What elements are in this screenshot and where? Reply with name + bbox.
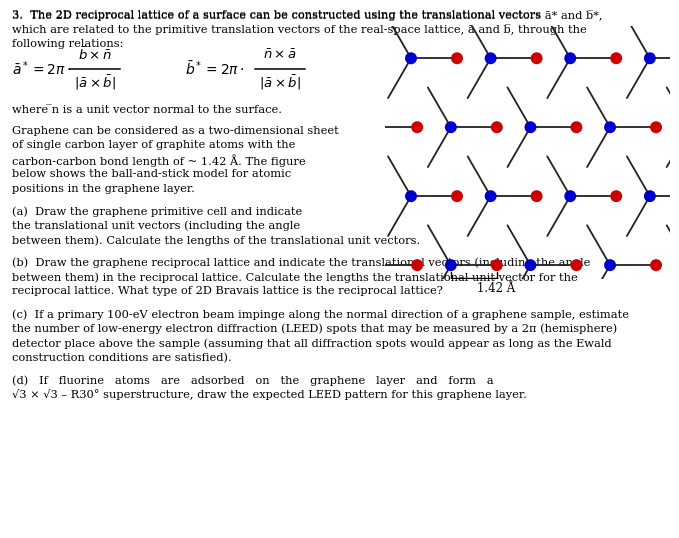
- Text: (b)  Draw the graphene reciprocal lattice and indicate the translational vectors: (b) Draw the graphene reciprocal lattice…: [12, 258, 590, 268]
- Text: reciprocal lattice. What type of 2D Bravais lattice is the reciprocal lattice?: reciprocal lattice. What type of 2D Brav…: [12, 287, 443, 296]
- Text: the number of low-energy electron diffraction (LEED) spots that may be measured : the number of low-energy electron diffra…: [12, 323, 617, 334]
- Circle shape: [644, 52, 656, 64]
- Text: detector place above the sample (assuming that all diffraction spots would appea: detector place above the sample (assumin…: [12, 338, 612, 349]
- Circle shape: [524, 259, 536, 271]
- Text: (a)  Draw the graphene primitive cell and indicate: (a) Draw the graphene primitive cell and…: [12, 206, 302, 217]
- Text: $\bar{b}\times\bar{n}$: $\bar{b}\times\bar{n}$: [78, 47, 112, 63]
- Circle shape: [445, 121, 457, 133]
- Text: Graphene can be considered as a two-dimensional sheet: Graphene can be considered as a two-dime…: [12, 125, 339, 136]
- Text: the translational unit vectors (including the angle: the translational unit vectors (includin…: [12, 221, 300, 231]
- Circle shape: [610, 190, 622, 202]
- Circle shape: [445, 259, 457, 271]
- Circle shape: [530, 190, 543, 202]
- Circle shape: [570, 259, 583, 271]
- Text: below shows the ball-and-stick model for atomic: below shows the ball-and-stick model for…: [12, 169, 291, 179]
- Circle shape: [604, 259, 616, 271]
- Text: construction conditions are satisfied).: construction conditions are satisfied).: [12, 352, 232, 363]
- Circle shape: [564, 190, 576, 202]
- Circle shape: [451, 190, 463, 202]
- Text: which are related to the primitive translation vectors of the real-space lattice: which are related to the primitive trans…: [12, 25, 587, 35]
- Circle shape: [644, 190, 656, 202]
- Circle shape: [530, 52, 543, 64]
- Circle shape: [564, 52, 576, 64]
- Circle shape: [570, 121, 583, 133]
- Circle shape: [405, 52, 417, 64]
- Circle shape: [451, 52, 463, 64]
- Text: √3 × √3 – R30° superstructure, draw the expected LEED pattern for this graphene : √3 × √3 – R30° superstructure, draw the …: [12, 390, 527, 400]
- Text: positions in the graphene layer.: positions in the graphene layer.: [12, 183, 195, 194]
- Text: (c)  If a primary 100-eV electron beam impinge along the normal direction of a g: (c) If a primary 100-eV electron beam im…: [12, 309, 629, 320]
- Circle shape: [610, 52, 622, 64]
- Text: 1.42 Å: 1.42 Å: [477, 282, 516, 295]
- Circle shape: [604, 121, 616, 133]
- Text: $|\bar{a}\times\bar{b}|$: $|\bar{a}\times\bar{b}|$: [259, 74, 301, 93]
- Circle shape: [405, 190, 417, 202]
- Circle shape: [491, 121, 502, 133]
- Text: $|\bar{a}\times\bar{b}|$: $|\bar{a}\times\bar{b}|$: [74, 74, 116, 93]
- Text: following relations:: following relations:: [12, 39, 124, 49]
- Text: 3.  The 2D reciprocal lattice of a surface can be constructed using the translat: 3. The 2D reciprocal lattice of a surfac…: [12, 10, 602, 21]
- Text: 3.  The 2D reciprocal lattice of a surface can be constructed using the translat: 3. The 2D reciprocal lattice of a surfac…: [12, 10, 545, 20]
- Text: $\bar{a}^* = 2\pi\cdot$: $\bar{a}^* = 2\pi\cdot$: [12, 60, 71, 79]
- Text: $\bar{b}^* = 2\pi\cdot$: $\bar{b}^* = 2\pi\cdot$: [185, 60, 245, 78]
- Circle shape: [491, 259, 502, 271]
- Text: (d)   If   fluorine   atoms   are   adsorbed   on   the   graphene   layer   and: (d) If fluorine atoms are adsorbed on th…: [12, 375, 494, 386]
- Text: $\bar{n}\times\bar{a}$: $\bar{n}\times\bar{a}$: [263, 48, 297, 62]
- Circle shape: [650, 121, 662, 133]
- Circle shape: [485, 190, 496, 202]
- Circle shape: [411, 259, 423, 271]
- Text: between them). Calculate the lengths of the translational unit vectors.: between them). Calculate the lengths of …: [12, 235, 420, 245]
- Text: carbon-carbon bond length of ~ 1.42 Å. The figure: carbon-carbon bond length of ~ 1.42 Å. T…: [12, 154, 306, 167]
- Circle shape: [485, 52, 496, 64]
- Circle shape: [650, 259, 662, 271]
- Circle shape: [411, 121, 423, 133]
- Circle shape: [524, 121, 536, 133]
- Text: where ̅n is a unit vector normal to the surface.: where ̅n is a unit vector normal to the …: [12, 105, 282, 115]
- Text: between them) in the reciprocal lattice. Calculate the lengths the translational: between them) in the reciprocal lattice.…: [12, 272, 578, 282]
- Text: of single carbon layer of graphite atoms with the: of single carbon layer of graphite atoms…: [12, 140, 295, 150]
